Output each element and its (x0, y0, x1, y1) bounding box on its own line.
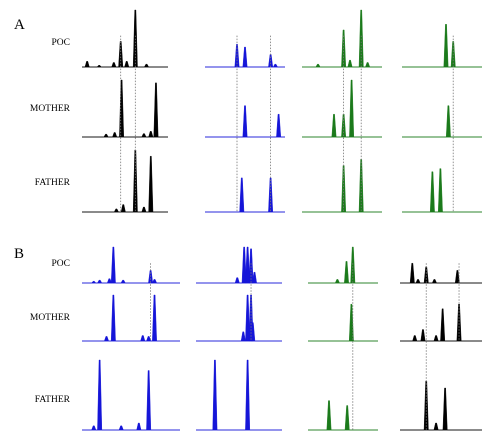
trace-peaks (308, 246, 378, 284)
trace-peaks (82, 79, 168, 138)
trace-peaks (205, 105, 285, 138)
trace-panel0-lane0-row1 (82, 79, 168, 138)
trace-panel0-lane1-row2 (205, 177, 285, 213)
panel-letter-a: A (14, 17, 25, 33)
trace-panel0-lane3-row2 (402, 168, 482, 213)
trace-panel1-lane3-row2 (400, 380, 482, 431)
trace-panel1-lane0-row1 (82, 294, 180, 342)
row-label-a-poc: POC (51, 38, 70, 48)
trace-peaks (82, 246, 180, 284)
trace-panel0-lane2-row2 (302, 159, 382, 213)
trace-panel1-lane2-row2 (308, 400, 378, 431)
trace-panel1-lane2-row1 (308, 304, 378, 342)
trace-peaks (196, 246, 282, 284)
trace-panel0-lane0-row2 (82, 149, 168, 213)
trace-panel1-lane0-row2 (82, 359, 180, 431)
trace-panel0-lane1-row0 (205, 44, 285, 68)
trace-peaks (82, 294, 180, 342)
trace-panel0-lane1-row1 (205, 105, 285, 138)
panel-letter-b: B (14, 246, 25, 262)
trace-panel0-lane3-row0 (402, 24, 482, 68)
trace-panel0-lane3-row1 (402, 105, 482, 138)
row-label-b-poc: POC (51, 259, 70, 269)
trace-peaks (302, 9, 382, 68)
row-label-b-father: FATHER (34, 395, 70, 405)
trace-peaks (402, 168, 482, 213)
trace-panel0-lane2-row1 (302, 79, 382, 138)
trace-panel0-lane0-row0 (82, 9, 168, 68)
trace-panel1-lane1-row2 (196, 359, 282, 431)
trace-peaks (82, 359, 180, 431)
trace-peaks (308, 400, 378, 431)
trace-peaks (205, 44, 285, 68)
trace-peaks (400, 263, 482, 284)
trace-peaks (82, 149, 168, 213)
trace-peaks (302, 159, 382, 213)
trace-peaks (308, 304, 378, 342)
row-label-b-mother: MOTHER (29, 313, 70, 323)
trace-panel1-lane1-row1 (196, 294, 282, 342)
trace-peaks (205, 177, 285, 213)
trace-peaks (82, 9, 168, 68)
trace-peaks (196, 359, 282, 431)
trace-peaks (402, 105, 482, 138)
row-label-a-father: FATHER (34, 178, 70, 188)
trace-panel1-lane0-row0 (82, 246, 180, 284)
trace-peaks (302, 79, 382, 138)
trace-panel1-lane3-row0 (400, 263, 482, 284)
trace-peaks (400, 304, 482, 342)
row-label-a-mother: MOTHER (29, 104, 70, 114)
trace-peaks (402, 24, 482, 68)
trace-panel1-lane1-row0 (196, 246, 282, 284)
trace-panel1-lane2-row0 (308, 246, 378, 284)
trace-panel0-lane2-row0 (302, 9, 382, 68)
trace-panel1-lane3-row1 (400, 304, 482, 342)
trace-peaks (196, 294, 282, 342)
trace-peaks (400, 380, 482, 431)
